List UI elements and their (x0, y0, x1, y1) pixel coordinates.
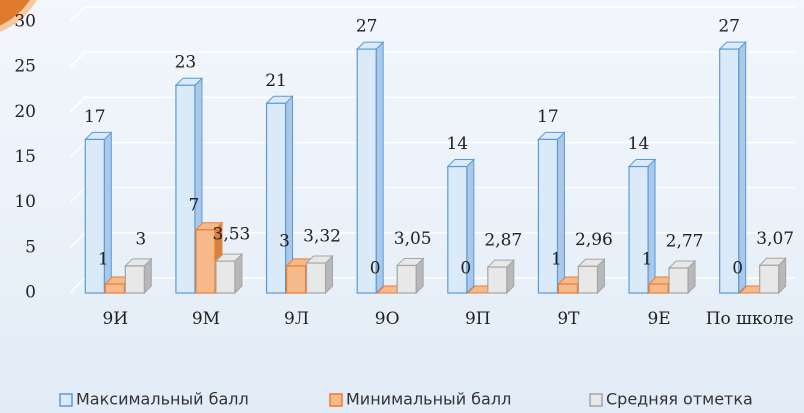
y-tick-label: 30 (14, 12, 36, 32)
x-tick-label-box: 9Т (557, 309, 580, 329)
legend-swatch (329, 393, 343, 407)
x-tick-label-box: 9П (464, 309, 491, 329)
legend: Максимальный балл Минимальный балл Средняя… (59, 390, 753, 409)
bar (104, 283, 125, 294)
bar (265, 102, 287, 294)
data-label: 27 (718, 17, 740, 37)
bar (356, 48, 377, 294)
x-tick-label: 9И (102, 309, 129, 329)
x-tick-label: По школе (705, 309, 794, 329)
bar (396, 264, 417, 294)
bar (285, 265, 307, 294)
bar (759, 264, 780, 294)
bar (648, 283, 669, 294)
bar (215, 260, 236, 294)
legend-swatch (589, 393, 603, 407)
legend-label: Средняя отметка (606, 390, 753, 409)
bar (577, 265, 599, 294)
bar (537, 138, 559, 294)
data-label: 14 (446, 134, 468, 154)
x-tick-label-box: По школе (705, 309, 794, 329)
legend-label: Максимальный балл (76, 390, 249, 409)
data-label: 0 (370, 259, 381, 279)
x-tick-label: 9Л (284, 309, 310, 329)
data-label: 14 (628, 134, 650, 154)
y-tick-label: 15 (14, 147, 36, 167)
data-label: 2,96 (575, 230, 613, 250)
legend-label: Минимальный балл (346, 390, 511, 409)
data-label: 23 (175, 53, 197, 73)
y-tick-label: 0 (25, 283, 36, 303)
x-tick-label-box: 9О (374, 309, 400, 329)
data-label: 7 (189, 195, 200, 215)
data-label: 2,87 (484, 231, 522, 251)
data-label: 3 (135, 229, 146, 249)
x-tick-label: 9Е (647, 309, 671, 329)
bar (305, 262, 327, 294)
x-tick-label-box: 9Л (284, 309, 310, 329)
x-tick-label: 9О (374, 309, 400, 329)
data-label: 17 (84, 107, 106, 127)
x-tick-label-box: 9Е (647, 309, 671, 329)
x-tick-label: 9П (464, 309, 491, 329)
bar-side (647, 158, 656, 295)
grid-line (69, 6, 795, 23)
bar (195, 229, 216, 294)
bar (447, 165, 468, 294)
data-label: 21 (265, 71, 287, 91)
grid-line (69, 51, 795, 68)
data-label: 3,53 (213, 225, 251, 245)
data-label: 0 (460, 259, 471, 279)
data-label: 3 (279, 231, 290, 251)
y-tick-label: 5 (25, 237, 36, 257)
bar (175, 84, 196, 294)
x-tick-label: 9Т (557, 309, 580, 329)
y-tick-label: 20 (14, 102, 36, 122)
decoration (0, 0, 37, 32)
bar (668, 267, 689, 294)
bar-side (375, 40, 384, 295)
bar (628, 165, 649, 294)
y-tick-label: 10 (14, 192, 36, 212)
data-label: 2,77 (666, 231, 704, 251)
legend-swatch (59, 393, 73, 407)
data-label: 3,05 (394, 229, 432, 249)
data-label: 1 (642, 249, 653, 269)
bar (719, 48, 740, 294)
data-label: 3,32 (303, 227, 341, 247)
bar-side (738, 40, 747, 295)
data-label: 17 (537, 107, 559, 127)
data-label: 27 (356, 17, 378, 37)
grid-line (69, 96, 795, 113)
x-tick-label: 9М (191, 309, 221, 329)
bar (557, 283, 579, 294)
bar (487, 266, 508, 294)
data-label: 0 (732, 259, 743, 279)
bar (84, 138, 105, 294)
data-label: 1 (98, 249, 109, 269)
data-label: 3,07 (756, 229, 794, 249)
y-tick-label: 25 (14, 57, 36, 77)
data-label: 1 (551, 249, 562, 269)
x-tick-label-box: 9И (102, 309, 129, 329)
x-tick-label-box: 9М (191, 309, 221, 329)
bar (124, 265, 145, 294)
